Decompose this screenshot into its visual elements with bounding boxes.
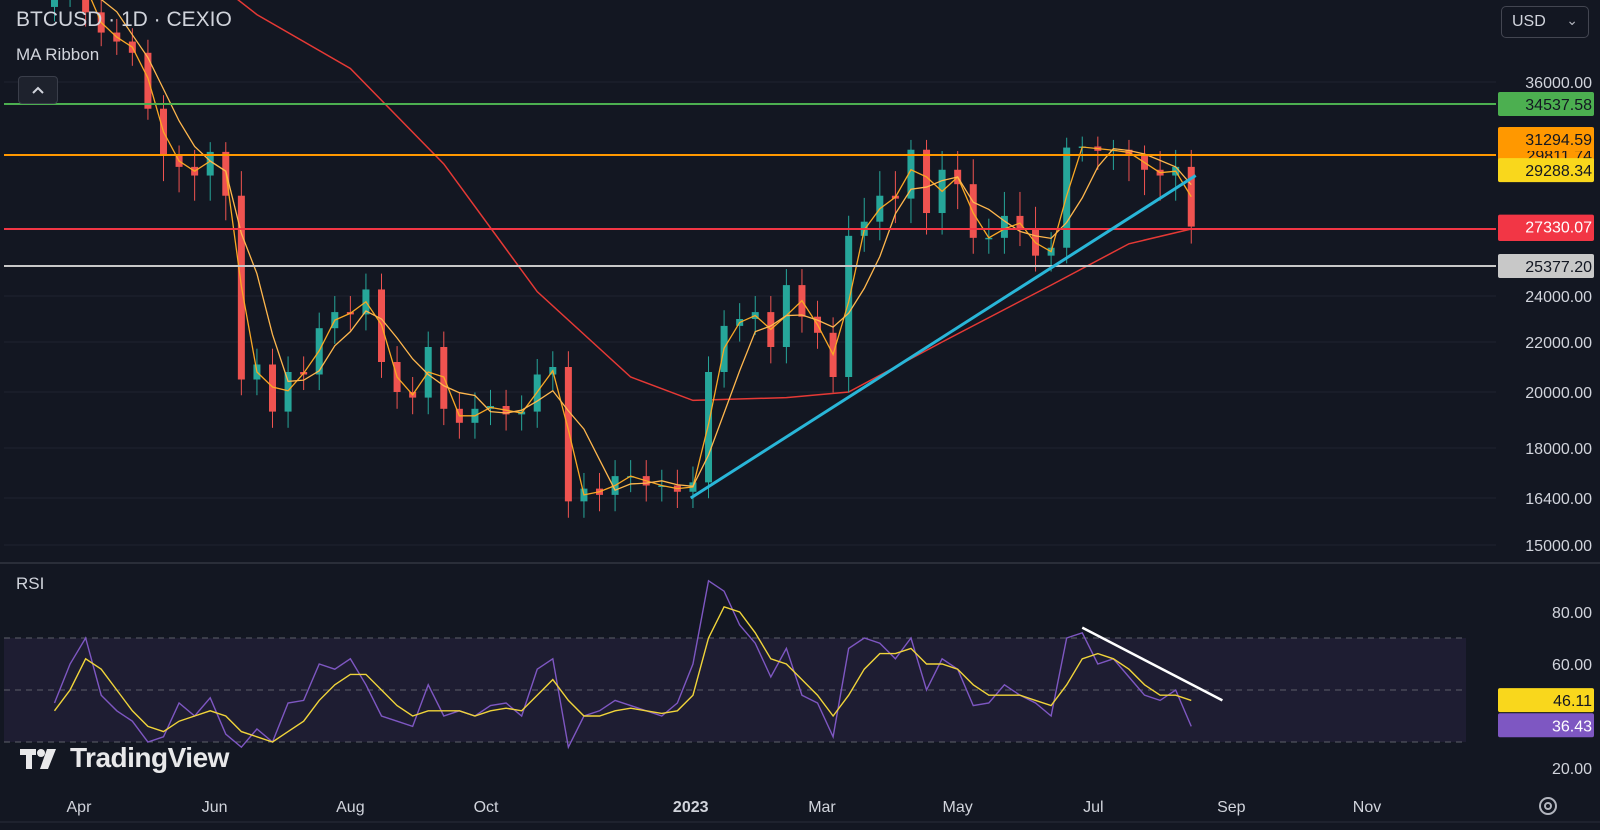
symbol-title[interactable]: BTCUSD · 1D · CEXIO (16, 8, 232, 31)
collapse-indicators-button[interactable] (18, 76, 58, 104)
candle-body (923, 149, 931, 214)
candle-body (705, 372, 713, 483)
time-tick-label: Oct (474, 799, 499, 816)
gear-icon[interactable] (1536, 794, 1560, 818)
tradingview-logo-icon (20, 749, 56, 769)
candle-body (907, 149, 915, 199)
candle-body (50, 0, 58, 7)
price-tick-label: 16400.00 (1525, 491, 1592, 508)
candle-body (144, 52, 152, 109)
ma-slow-line (237, 0, 1192, 402)
price-tag: 31294.59 (1525, 132, 1592, 149)
time-tick-label: Jun (202, 799, 228, 816)
price-tick-label: 18000.00 (1525, 441, 1592, 458)
candle-body (269, 364, 277, 412)
rsi-trendline (1081, 626, 1223, 702)
rsi-value-tag: 46.11 (1553, 693, 1592, 710)
chevron-up-icon (32, 86, 44, 94)
price-tag: 27330.07 (1525, 220, 1592, 237)
level-tag: 25377.20 (1525, 259, 1592, 276)
rsi-tick-label: 80.00 (1552, 605, 1592, 622)
price-tick-label: 24000.00 (1525, 289, 1592, 306)
price-tag: 29288.34 (1525, 163, 1592, 180)
time-tick-label: Mar (808, 799, 836, 816)
candle-body (658, 485, 666, 487)
ma-mid-line (100, 0, 1192, 492)
logo-text: TradingView (70, 742, 229, 773)
trendline (689, 174, 1197, 500)
price-tick-label: 36000.00 (1525, 75, 1592, 92)
currency-selector[interactable]: USD ⌄ (1501, 6, 1589, 38)
candle-body (284, 372, 292, 412)
rsi-line (53, 579, 1192, 750)
rsi-tick-label: 20.00 (1552, 761, 1592, 778)
candle-body (969, 184, 977, 238)
price-tag-bg (1498, 126, 1594, 151)
rsi-value-tag-bg (1498, 713, 1594, 738)
chevron-down-icon: ⌄ (1566, 12, 1578, 28)
price-tick-label: 22000.00 (1525, 335, 1592, 352)
price-tag-bg (1498, 158, 1594, 183)
candle-body (845, 235, 853, 377)
level-tag: 34537.58 (1525, 97, 1592, 114)
candle-body (985, 237, 993, 240)
rsi-ma-line (53, 605, 1192, 743)
time-tick-label: Apr (67, 799, 93, 816)
tradingview-logo[interactable]: TradingView (20, 742, 229, 774)
time-tick-label: May (943, 799, 973, 816)
price-tag-bg (1498, 214, 1594, 239)
currency-value: USD (1512, 13, 1546, 30)
level-tag-bg (1498, 92, 1594, 116)
price-tick-label: 15000.00 (1525, 538, 1592, 555)
indicator-label[interactable]: MA Ribbon (16, 45, 100, 64)
time-tick-label: Sep (1217, 799, 1246, 816)
candle-body (1000, 215, 1008, 238)
price-tick-label: 20000.00 (1525, 385, 1592, 402)
rsi-label[interactable]: RSI (16, 574, 45, 593)
time-tick-label: Jul (1083, 799, 1103, 816)
candle-body (206, 151, 214, 176)
rsi-tick-label: 60.00 (1552, 657, 1592, 674)
level-tag-bg (1498, 254, 1594, 278)
time-tick-label: 2023 (673, 799, 709, 816)
ma-fast-line (90, 0, 1192, 496)
candle-body (564, 367, 572, 502)
time-tick-label: Aug (336, 799, 364, 816)
candle-body (82, 0, 90, 13)
rsi-value-tag: 36.43 (1552, 718, 1592, 735)
time-tick-label: Nov (1353, 799, 1381, 816)
rsi-value-tag-bg (1498, 688, 1594, 713)
